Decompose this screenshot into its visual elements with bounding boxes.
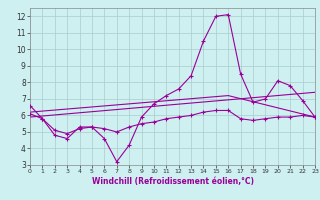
X-axis label: Windchill (Refroidissement éolien,°C): Windchill (Refroidissement éolien,°C) bbox=[92, 177, 253, 186]
